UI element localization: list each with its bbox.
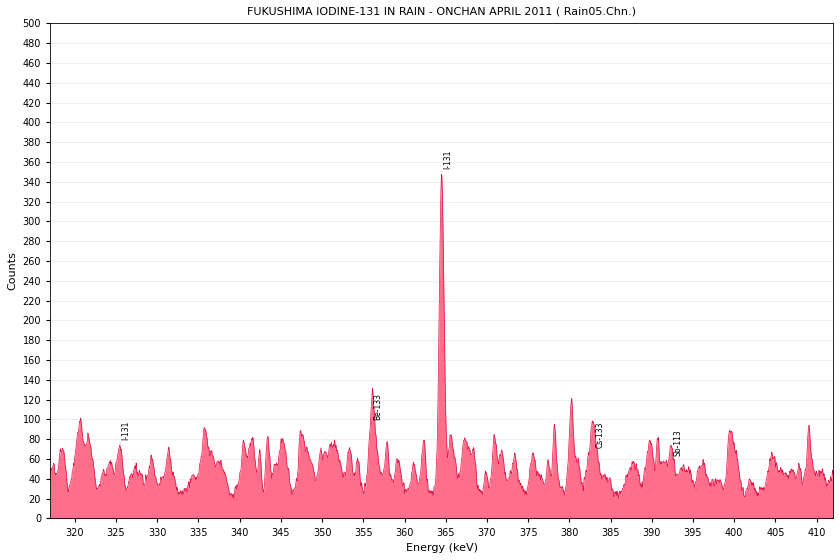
- Text: I-131: I-131: [120, 421, 130, 443]
- Text: Be-133: Be-133: [371, 394, 382, 423]
- X-axis label: Energy (keV): Energy (keV): [406, 543, 478, 553]
- Title: FUKUSHIMA IODINE-131 IN RAIN - ONCHAN APRIL 2011 ( Rain05.Chn.): FUKUSHIMA IODINE-131 IN RAIN - ONCHAN AP…: [247, 7, 636, 17]
- Text: Sb-113: Sb-113: [672, 430, 683, 459]
- Text: I-131: I-131: [442, 150, 452, 172]
- Y-axis label: Counts: Counts: [7, 251, 17, 290]
- Text: Cs-133: Cs-133: [594, 422, 604, 451]
